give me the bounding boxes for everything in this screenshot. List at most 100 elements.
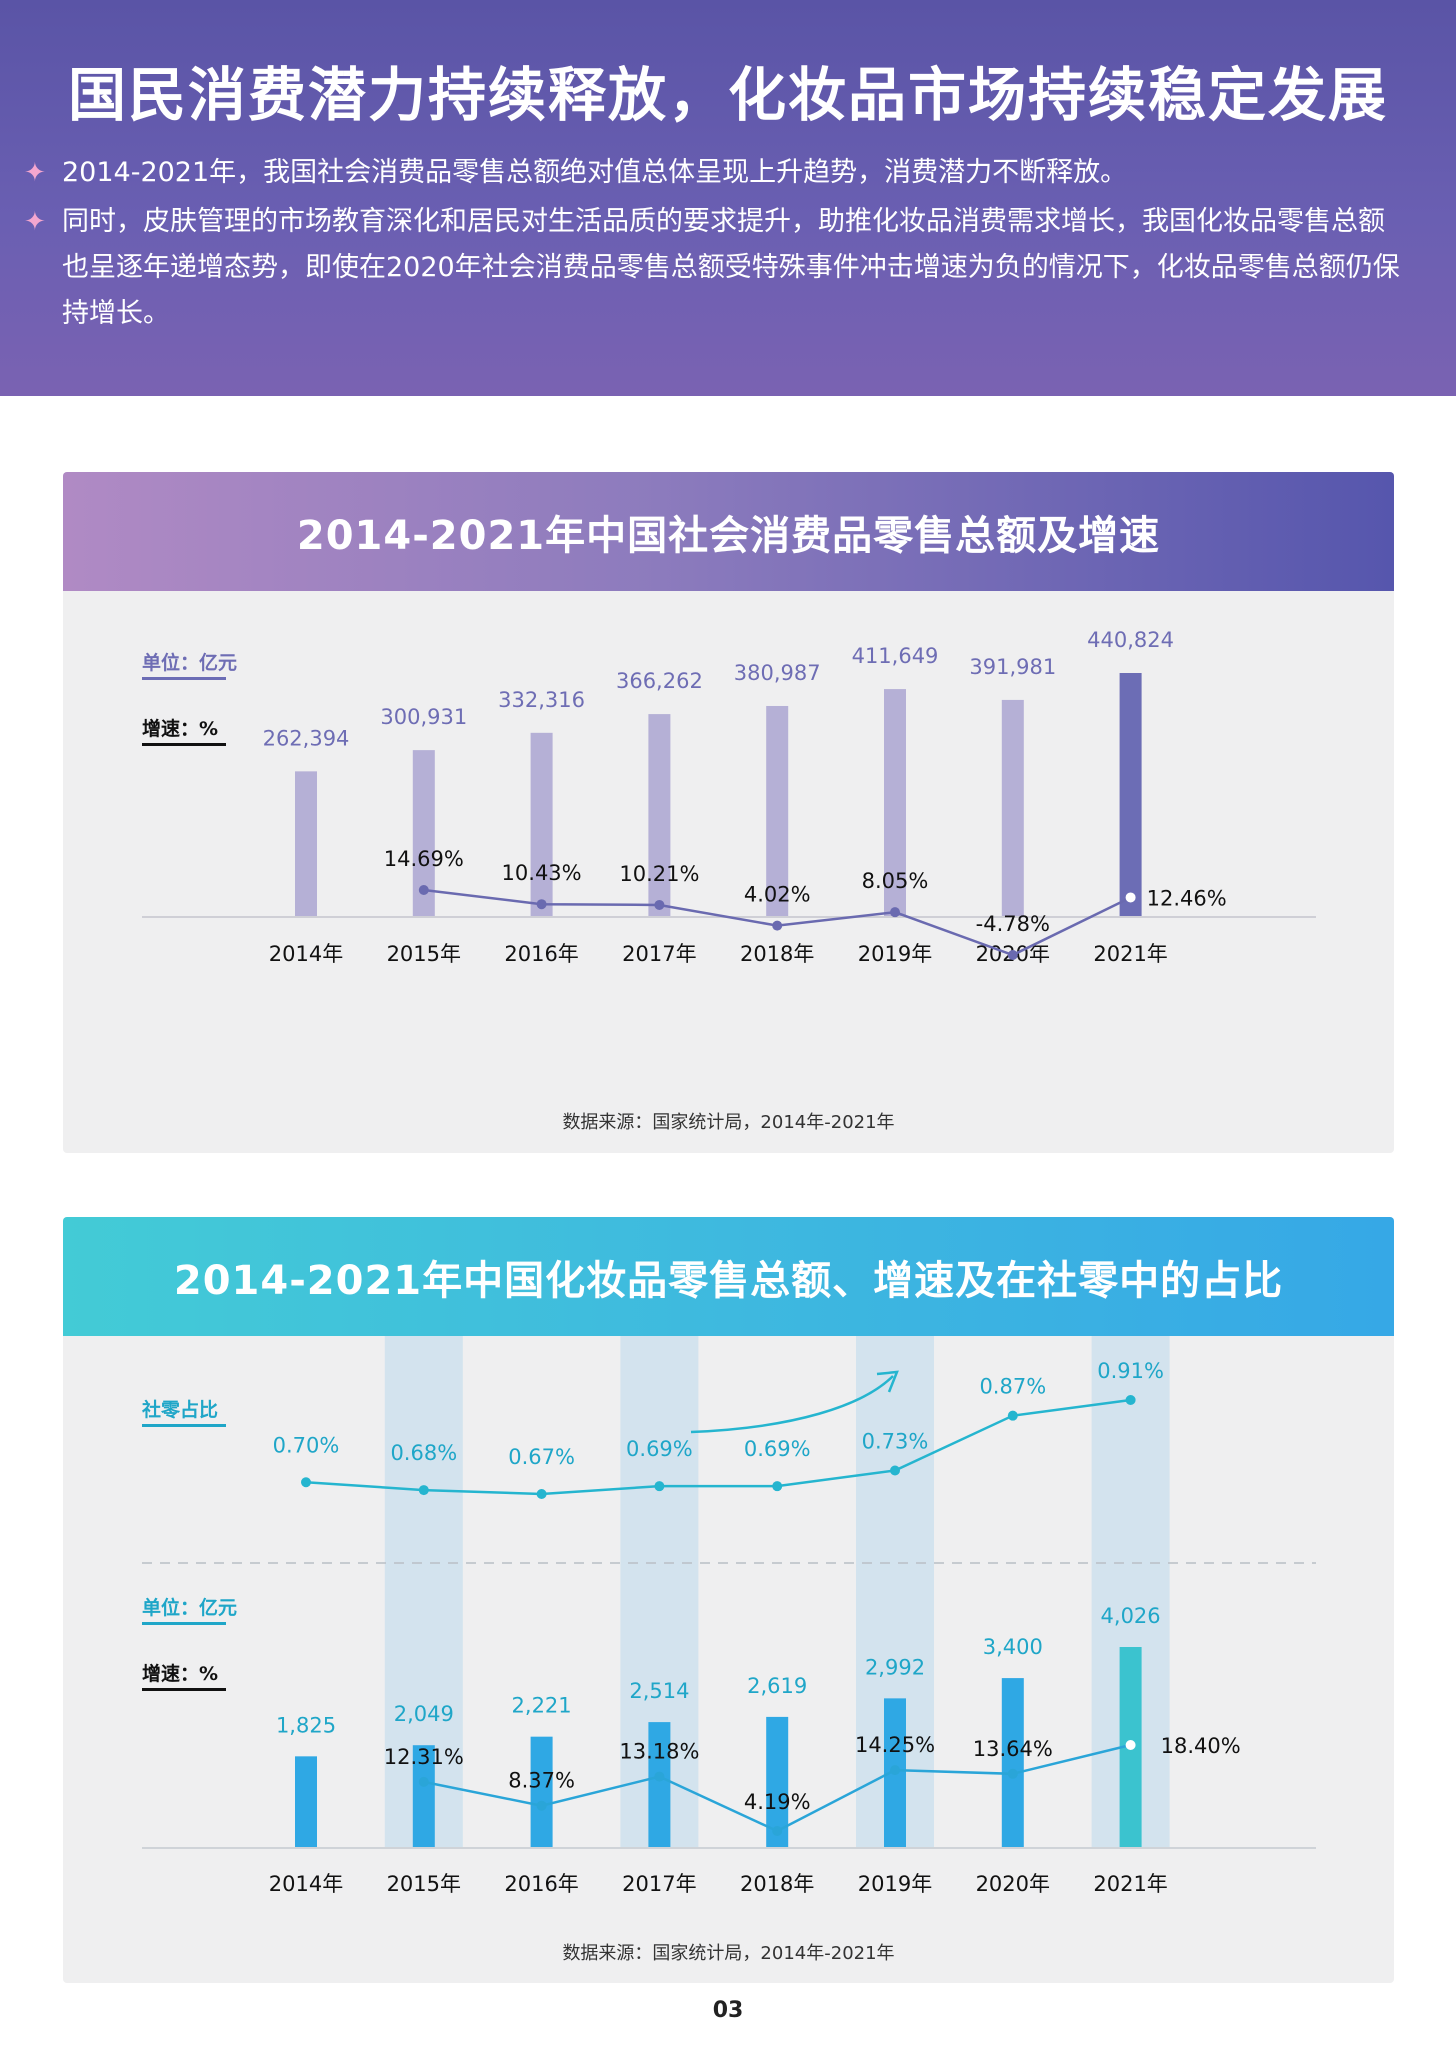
x-tick-label: 2018年 <box>740 942 814 966</box>
bullet-text: 同时，皮肤管理的市场教育深化和居民对生活品质的要求提升，助推化妆品消费需求增长，… <box>62 206 1400 329</box>
chart-title: 2014-2021年中国社会消费品零售总额及增速 <box>63 472 1394 591</box>
page-title: 国民消费潜力持续释放，化妆品市场持续稳定发展 <box>67 61 1388 129</box>
unit-label: 单位：亿元 <box>142 1596 237 1619</box>
growth-point <box>772 1826 783 1836</box>
bar <box>766 705 789 916</box>
bar-value-label: 2,221 <box>512 1694 572 1718</box>
x-tick-label: 2014年 <box>269 1872 343 1896</box>
page-header: 国民消费潜力持续释放，化妆品市场持续稳定发展 ✦ 2014-2021年，我国社会… <box>0 0 1456 396</box>
growth-value-label: -4.78% <box>976 912 1050 936</box>
share-value-label: 0.67% <box>508 1445 575 1469</box>
share-label: 社零占比 <box>141 1398 218 1421</box>
bar-value-label: 2,049 <box>394 1702 454 1726</box>
bullet-point: ✦ 2014-2021年，我国社会消费品零售总额绝对值总体呈现上升趋势，消费潜力… <box>24 150 1402 196</box>
bar <box>884 689 906 916</box>
bar-value-label: 300,931 <box>380 705 467 729</box>
share-point <box>772 1481 783 1492</box>
growth-point <box>654 1771 665 1782</box>
share-point <box>536 1489 547 1499</box>
growth-point <box>1007 1768 1018 1779</box>
x-tick-label: 2017年 <box>622 942 696 966</box>
growth-point <box>1007 950 1018 960</box>
growth-point <box>1125 1740 1136 1750</box>
share-line <box>305 1398 1131 1496</box>
bar-value-label: 3,400 <box>983 1635 1043 1659</box>
growth-value-label: 10.43% <box>502 861 582 885</box>
unit-label-underline <box>142 1622 226 1625</box>
chart-title: 2014-2021年中国化妆品零售总额、增速及在社零中的占比 <box>63 1217 1394 1336</box>
trend-arrow-icon <box>690 1375 894 1434</box>
bar-value-label: 332,316 <box>498 688 585 712</box>
cosmetics-sales-chart-card: 2014-2021年中国化妆品零售总额、增速及在社零中的占比 社零占比单位：亿元… <box>63 1217 1394 1983</box>
share-point <box>1007 1410 1018 1421</box>
share-point <box>654 1481 665 1492</box>
x-tick-label: 2021年 <box>1093 1872 1167 1896</box>
growth-value-label: 13.64% <box>973 1737 1053 1761</box>
growth-value-label: 4.02% <box>744 883 811 907</box>
bar <box>295 1756 317 1847</box>
x-tick-label: 2020年 <box>976 1872 1050 1896</box>
bar-value-label: 4,026 <box>1101 1604 1161 1628</box>
bar-value-label: 366,262 <box>616 669 703 693</box>
growth-point <box>890 1765 900 1776</box>
growth-point <box>1125 892 1136 903</box>
bar <box>648 1722 671 1847</box>
growth-point <box>418 1776 429 1787</box>
growth-value-label: 12.31% <box>384 1745 464 1769</box>
growth-point <box>536 1800 547 1811</box>
x-tick-label: 2016年 <box>504 942 578 966</box>
bar <box>1119 673 1142 916</box>
share-point <box>1125 1395 1136 1405</box>
growth-label: 增速：% <box>142 717 218 740</box>
bar <box>648 714 671 916</box>
bullet-text: 2014-2021年，我国社会消费品零售总额绝对值总体呈现上升趋势，消费潜力不断… <box>62 157 1128 188</box>
trend-arrowhead-icon <box>876 1370 899 1393</box>
sparkle-icon: ✦ <box>24 158 46 188</box>
growth-value-label: 13.18% <box>619 1740 699 1764</box>
share-value-label: 0.70% <box>273 1433 340 1457</box>
growth-value-label: 8.37% <box>508 1769 575 1793</box>
share-label-underline <box>142 1424 226 1427</box>
x-tick-label: 2015年 <box>387 1872 461 1896</box>
unit-label: 单位：亿元 <box>142 651 237 674</box>
share-value-label: 0.73% <box>862 1430 929 1454</box>
bar <box>1001 1678 1024 1847</box>
share-point <box>301 1477 311 1488</box>
sparkle-icon: ✦ <box>24 207 46 237</box>
bar-value-label: 2,992 <box>865 1655 925 1679</box>
bar <box>766 1716 789 1847</box>
share-value-label: 0.87% <box>979 1375 1046 1399</box>
bar <box>530 1736 553 1847</box>
bar <box>412 750 435 916</box>
x-tick-label: 2015年 <box>387 942 461 966</box>
growth-value-label: 10.21% <box>619 862 699 886</box>
bar <box>412 1745 435 1847</box>
share-value-label: 0.68% <box>390 1441 457 1465</box>
share-point <box>418 1485 429 1496</box>
growth-value-label: 14.69% <box>384 847 464 871</box>
growth-value-label: 14.25% <box>855 1733 935 1757</box>
data-source: 数据来源：国家统计局，2014年-2021年 <box>562 1943 895 1964</box>
bar-value-label: 1,825 <box>276 1713 336 1737</box>
bar-value-label: 2,514 <box>629 1679 689 1703</box>
share-value-label: 0.69% <box>626 1437 693 1461</box>
x-tick-label: 2014年 <box>269 942 343 966</box>
growth-point <box>654 899 665 910</box>
growth-value-label: 18.40% <box>1161 1734 1241 1758</box>
x-tick-label: 2021年 <box>1093 942 1167 966</box>
share-value-label: 0.91% <box>1097 1359 1164 1383</box>
share-point <box>890 1465 900 1476</box>
growth-value-label: 8.05% <box>862 869 929 893</box>
share-value-label: 0.69% <box>744 1437 811 1461</box>
bar-value-label: 262,394 <box>263 726 350 750</box>
growth-label: 增速：% <box>142 1662 218 1685</box>
page-number: 03 <box>712 1998 744 2023</box>
x-tick-label: 2016年 <box>504 1872 578 1896</box>
bar-value-label: 440,824 <box>1087 628 1174 652</box>
unit-label-underline <box>142 677 226 680</box>
growth-point <box>418 885 429 895</box>
growth-label-underline <box>142 1688 226 1691</box>
data-source: 数据来源：国家统计局，2014年-2021年 <box>562 1112 895 1133</box>
bar-value-label: 380,987 <box>734 661 821 685</box>
growth-point <box>890 907 900 918</box>
